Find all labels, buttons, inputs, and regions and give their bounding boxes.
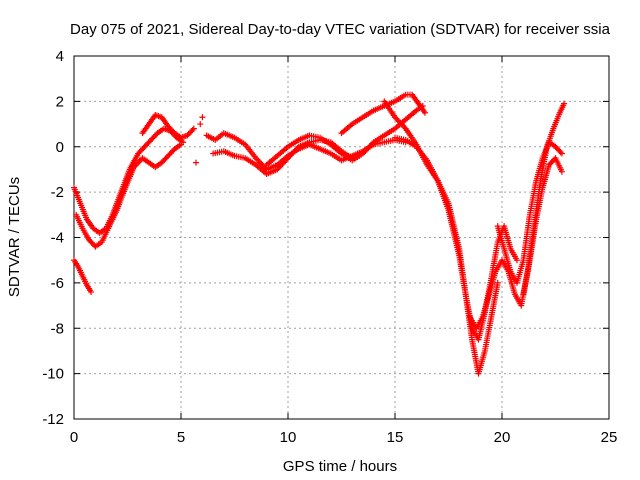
- y-tick-label: 4: [56, 48, 64, 65]
- x-tick-label: 15: [387, 429, 404, 446]
- data-point: [88, 288, 95, 295]
- outlier-point: [197, 121, 204, 128]
- y-tick-label: 2: [56, 93, 64, 110]
- data-point: [558, 168, 565, 175]
- y-tick-label: -6: [51, 275, 64, 292]
- y-tick-label: -10: [42, 366, 64, 383]
- data-point: [557, 149, 564, 156]
- y-tick-label: -4: [51, 230, 64, 247]
- data-point: [189, 126, 196, 133]
- data-point: [558, 150, 565, 157]
- axis-ticks: 0 5 10 15 20 25 -12 -10 -8 -6 -4 -2 0 2 4: [42, 48, 617, 446]
- y-axis-label: SDTVAR / TECUs: [6, 177, 23, 297]
- y-tick-label: -2: [51, 184, 64, 201]
- outlier-point: [199, 114, 206, 121]
- outlier-point: [192, 159, 199, 166]
- x-tick-label: 0: [70, 429, 78, 446]
- data-point: [421, 109, 428, 116]
- data-point: [513, 257, 520, 264]
- x-tick-label: 20: [494, 429, 511, 446]
- x-axis-label: GPS time / hours: [283, 458, 397, 475]
- x-tick-label: 10: [280, 429, 297, 446]
- x-tick-label: 25: [601, 429, 618, 446]
- y-tick-label: -8: [51, 320, 64, 337]
- data-point: [178, 141, 184, 148]
- x-tick-label: 5: [177, 429, 185, 446]
- data-point: [494, 279, 501, 286]
- data-point: [561, 100, 568, 107]
- data-point: [190, 125, 197, 132]
- data-marks: [71, 91, 568, 377]
- chart-title: Day 075 of 2021, Sidereal Day-to-day VTE…: [70, 21, 611, 38]
- y-tick-label: -12: [42, 411, 64, 428]
- y-tick-label: 0: [56, 139, 64, 156]
